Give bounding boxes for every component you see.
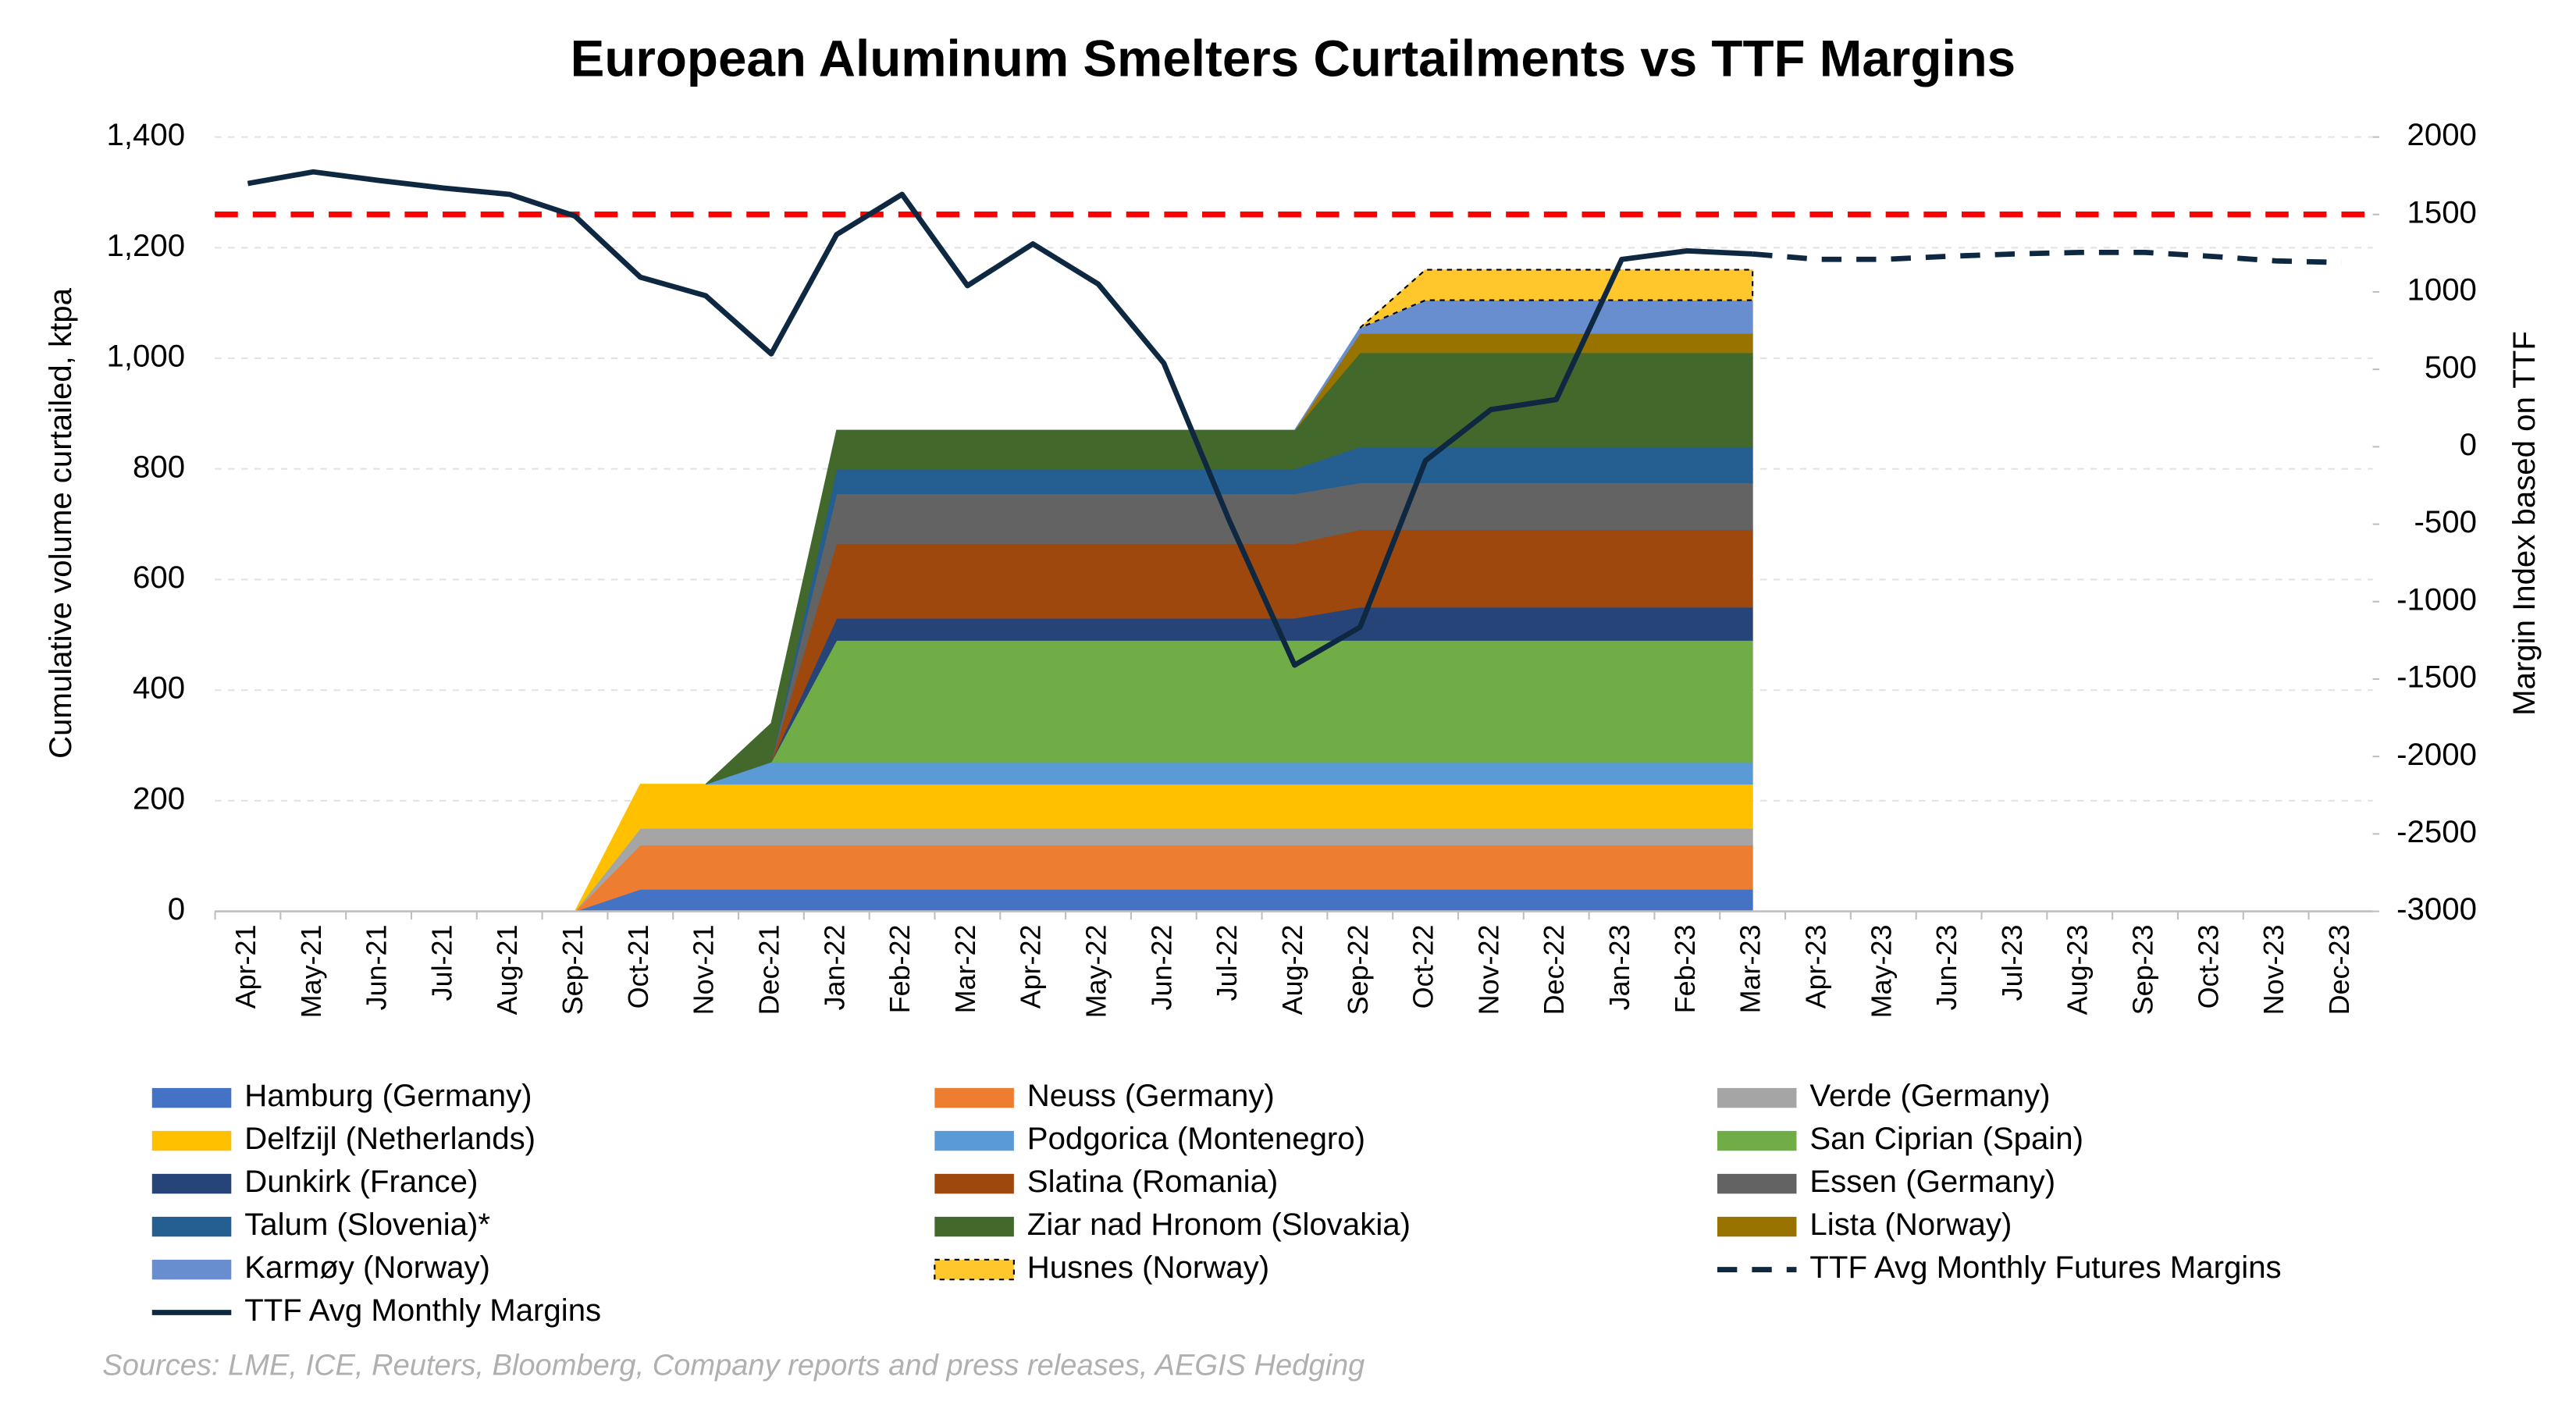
legend-swatch (151, 1173, 232, 1194)
legend-label: San Ciprian (Spain) (1809, 1121, 2083, 1156)
y2-tick-label: 500 (2425, 350, 2477, 385)
y-tick-label: 800 (133, 449, 185, 484)
legend-swatch (151, 1087, 232, 1108)
legend-label: Lista (Norway) (1809, 1207, 2012, 1242)
y-tick-label: 0 (168, 891, 185, 927)
legend-label: Talum (Slovenia)* (244, 1207, 490, 1242)
x-tick-label: May-23 (1865, 924, 1897, 1018)
x-tick-label: Mar-23 (1735, 924, 1767, 1013)
legend-swatch (934, 1087, 1014, 1108)
x-tick-label: Aug-21 (491, 924, 523, 1015)
x-tick-label: Apr-23 (1799, 924, 1831, 1008)
y-tick-label: 1,000 (107, 339, 186, 374)
legend-swatch (1717, 1173, 1797, 1194)
legend-swatch (934, 1258, 1015, 1281)
y-tick-label: 1,400 (107, 117, 186, 152)
x-tick-label: Oct-23 (2192, 924, 2224, 1008)
y-tick-label: 600 (133, 560, 185, 595)
legend-label: Hamburg (Germany) (244, 1078, 532, 1113)
legend-label: TTF Avg Monthly Futures Margins (1809, 1250, 2281, 1285)
legend-swatch (151, 1130, 232, 1151)
x-tick-label: Dec-23 (2323, 924, 2355, 1015)
legend-label: TTF Avg Monthly Margins (244, 1293, 601, 1328)
y2-tick-label: 1500 (2407, 194, 2477, 229)
legend-label: Delfzijl (Netherlands) (244, 1121, 535, 1156)
x-tick-label: Apr-21 (229, 924, 262, 1008)
y2-tick-label: 0 (2460, 427, 2477, 462)
x-tick-label: Jan-23 (1603, 924, 1635, 1010)
legend-swatch (934, 1173, 1014, 1194)
area (705, 352, 1753, 785)
y2-tick-label: -2000 (2396, 737, 2477, 772)
y-axis-label: Cumulative volume curtailed, ktpa (43, 287, 78, 759)
x-tick-label: Mar-22 (949, 924, 981, 1013)
legend-swatch (1717, 1130, 1797, 1151)
x-tick-label: Aug-22 (1276, 924, 1308, 1015)
x-tick-label: Feb-22 (884, 924, 916, 1013)
x-tick-label: Oct-22 (1407, 924, 1439, 1008)
x-tick-label: Sep-22 (1342, 924, 1374, 1015)
x-tick-label: Jun-23 (1930, 924, 1962, 1010)
x-tick-label: Oct-21 (622, 924, 654, 1008)
y2-tick-label: -3000 (2396, 891, 2477, 927)
y2-tick-label: -2500 (2396, 814, 2477, 849)
line (1752, 249, 2342, 265)
y2-tick-label: -500 (2414, 504, 2477, 539)
legend-swatch (151, 1259, 232, 1280)
y2-axis-label: Margin Index based on TTF (2507, 331, 2542, 716)
area-border (1359, 269, 1754, 329)
x-tick-label: May-22 (1080, 924, 1112, 1018)
legend-label: Verde (Germany) (1809, 1078, 2050, 1113)
x-tick-label: Sep-23 (2127, 924, 2159, 1015)
areas (575, 269, 1754, 912)
x-tick-label: Sep-21 (557, 924, 589, 1015)
area (575, 888, 1753, 912)
y2-tick-label: 1000 (2407, 272, 2477, 308)
line (247, 169, 1753, 668)
area (705, 761, 1753, 785)
legend-label: Podgorica (Montenegro) (1027, 1121, 1365, 1156)
legend-label: Essen (Germany) (1809, 1164, 2055, 1199)
x-tick-label: Apr-22 (1015, 924, 1047, 1008)
source-note: Sources: LME, ICE, Reuters, Bloomberg, C… (102, 1349, 1364, 1382)
x-tick-label: Jun-21 (361, 924, 393, 1010)
legend-label: Slatina (Romania) (1027, 1164, 1279, 1199)
y2-tick-label: -1500 (2396, 660, 2477, 695)
x-tick-label: Dec-21 (753, 924, 785, 1015)
legend-label: Karmøy (Norway) (244, 1250, 490, 1285)
legend-label: Dunkirk (France) (244, 1164, 478, 1199)
x-tick-label: Nov-22 (1472, 924, 1504, 1015)
y-tick-label: 1,200 (107, 228, 186, 263)
x-tick-label: Jan-22 (818, 924, 850, 1010)
x-tick-label: May-21 (295, 924, 327, 1018)
legend-swatch (934, 1216, 1014, 1237)
legend-swatch (934, 1130, 1014, 1151)
x-tick-label: Feb-23 (1669, 924, 1701, 1013)
legend-swatch (1717, 1087, 1797, 1108)
x-tick-label: Jul-21 (425, 924, 457, 1001)
y-tick-label: 200 (133, 781, 185, 816)
x-tick-label: Dec-22 (1538, 924, 1570, 1015)
x-tick-label: Jul-22 (1211, 924, 1243, 1001)
legend-label: Ziar nad Hronom (Slovakia) (1027, 1207, 1411, 1242)
area (770, 639, 1753, 763)
x-tick-label: Nov-23 (2258, 924, 2290, 1015)
legend-label: Neuss (Germany) (1027, 1078, 1275, 1113)
y2-tick-label: 2000 (2407, 117, 2477, 152)
legend-label: Husnes (Norway) (1027, 1250, 1269, 1285)
x-tick-label: Aug-23 (2062, 924, 2094, 1015)
chart-title: European Aluminum Smelters Curtailments … (571, 30, 2016, 87)
y-tick-label: 400 (133, 670, 185, 706)
x-tick-label: Nov-21 (688, 924, 720, 1015)
legend-swatch (1717, 1216, 1797, 1237)
y2-tick-label: -1000 (2396, 582, 2477, 617)
x-tick-label: Jun-22 (1145, 924, 1177, 1010)
x-tick-label: Jul-23 (1996, 924, 2028, 1001)
legend-swatch (151, 1216, 232, 1237)
